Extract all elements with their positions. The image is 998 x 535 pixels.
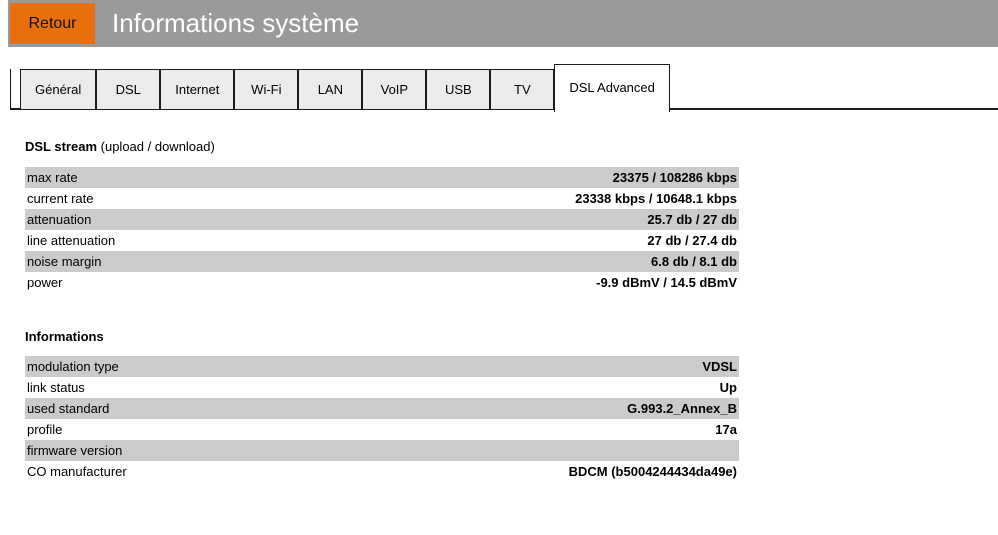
- tab-lan[interactable]: LAN: [298, 69, 363, 110]
- row-label: profile: [27, 422, 63, 437]
- row-label: max rate: [27, 170, 78, 185]
- section-dsl-stream: DSL stream (upload / download) max rate …: [25, 139, 739, 293]
- tab-tv[interactable]: TV: [490, 69, 555, 110]
- row-value: 27 db / 27.4 db: [647, 233, 737, 248]
- table-row: modulation type VDSL: [25, 356, 739, 377]
- row-label: link status: [27, 380, 85, 395]
- table-row: CO manufacturer BDCM (b5004244434da49e): [25, 461, 739, 482]
- section-informations: Informations modulation type VDSL link s…: [25, 329, 739, 482]
- header-bar: Retour Informations système: [8, 0, 998, 47]
- row-label: current rate: [27, 191, 94, 206]
- table-row: current rate 23338 kbps / 10648.1 kbps: [25, 188, 739, 209]
- row-value: -9.9 dBmV / 14.5 dBmV: [596, 275, 737, 290]
- content-area: DSL stream (upload / download) max rate …: [25, 139, 739, 482]
- tab-dsl-advanced[interactable]: DSL Advanced: [554, 64, 670, 112]
- row-value: [737, 440, 739, 461]
- row-value: BDCM (b5004244434da49e): [568, 464, 737, 479]
- row-value: 17a: [715, 422, 737, 437]
- row-label: noise margin: [27, 254, 102, 269]
- table-row: profile 17a: [25, 419, 739, 440]
- section-title: Informations: [25, 329, 739, 344]
- table-row: line attenuation 27 db / 27.4 db: [25, 230, 739, 251]
- row-label: CO manufacturer: [27, 464, 127, 479]
- table-row: link status Up: [25, 377, 739, 398]
- row-label: firmware version: [27, 443, 123, 458]
- back-button[interactable]: Retour: [10, 3, 95, 44]
- section-title-text: Informations: [25, 329, 104, 344]
- row-value: 25.7 db / 27 db: [647, 212, 737, 227]
- row-value: 23375 / 108286 kbps: [612, 170, 737, 185]
- section-title-text: DSL stream: [25, 139, 98, 154]
- informations-table: modulation type VDSL link status Up used…: [25, 356, 739, 482]
- row-label: power: [27, 275, 63, 290]
- table-row: firmware version: [25, 440, 739, 461]
- row-label: attenuation: [27, 212, 92, 227]
- row-label: line attenuation: [27, 233, 116, 248]
- section-subtitle: (upload / download): [100, 139, 215, 154]
- section-title: DSL stream (upload / download): [25, 139, 739, 154]
- table-row: attenuation 25.7 db / 27 db: [25, 209, 739, 230]
- dsl-stream-table: max rate 23375 / 108286 kbps current rat…: [25, 167, 739, 293]
- table-row: power -9.9 dBmV / 14.5 dBmV: [25, 272, 739, 293]
- row-value: 23338 kbps / 10648.1 kbps: [575, 191, 737, 206]
- row-label: used standard: [27, 401, 110, 416]
- tab-usb[interactable]: USB: [426, 69, 491, 110]
- row-value: Up: [719, 380, 737, 395]
- tab-general[interactable]: Général: [20, 69, 97, 110]
- row-label: modulation type: [27, 359, 119, 374]
- tab-wifi[interactable]: Wi-Fi: [234, 69, 299, 110]
- tab-voip[interactable]: VoIP: [362, 69, 427, 110]
- tab-bar: Général DSL Internet Wi-Fi LAN VoIP USB …: [0, 47, 998, 112]
- tab-internet[interactable]: Internet: [160, 69, 235, 110]
- table-row: max rate 23375 / 108286 kbps: [25, 167, 739, 188]
- table-row: noise margin 6.8 db / 8.1 db: [25, 251, 739, 272]
- tab-dsl[interactable]: DSL: [96, 69, 161, 110]
- row-value: G.993.2_Annex_B: [627, 401, 737, 416]
- row-value: 6.8 db / 8.1 db: [651, 254, 737, 269]
- page-title: Informations système: [112, 8, 360, 38]
- table-row: used standard G.993.2_Annex_B: [25, 398, 739, 419]
- row-value: VDSL: [702, 359, 737, 374]
